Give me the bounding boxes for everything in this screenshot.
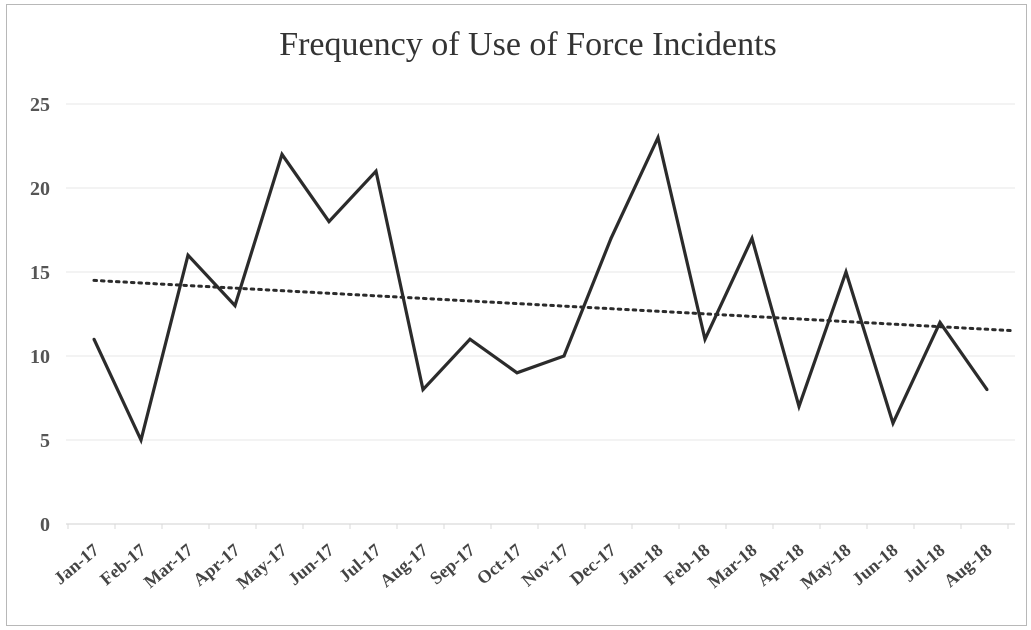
data-point [327, 220, 331, 224]
x-tick-label: Sep-17 [426, 540, 479, 589]
trendline-group [92, 278, 1017, 333]
data-point [280, 152, 284, 156]
x-tick-label: Feb-18 [660, 540, 713, 589]
trendline [92, 278, 1017, 333]
data-point [515, 371, 519, 375]
y-tick-label: 20 [30, 178, 50, 200]
y-tick-label: 0 [40, 514, 50, 536]
chart-title: Frequency of Use of Force Incidents [279, 26, 777, 63]
data-point [562, 354, 566, 358]
x-axis-ticks: Jan-17Feb-17Mar-17Apr-17May-17Jun-17Jul-… [50, 540, 996, 593]
data-point [891, 421, 895, 425]
x-tick-label: Jul-17 [335, 540, 385, 586]
y-tick-label: 15 [30, 262, 50, 284]
data-point [844, 270, 848, 274]
x-tick-label: Mar-17 [140, 540, 197, 592]
data-point [186, 253, 190, 257]
x-tick-label: May-17 [233, 540, 291, 593]
data-point [233, 304, 237, 308]
x-tick-label: Jan-18 [614, 540, 667, 589]
data-point [374, 169, 378, 173]
x-tick-label: Jan-17 [50, 540, 103, 589]
y-tick-label: 10 [30, 346, 50, 368]
data-point [985, 388, 989, 392]
x-tick-label: May-18 [797, 540, 855, 593]
data-point [609, 236, 613, 240]
x-tick-label: Jul-18 [899, 540, 949, 586]
data-point [92, 337, 96, 341]
x-tick-label: Feb-17 [96, 540, 149, 589]
y-axis-ticks: 0 5 10 15 20 25 [30, 94, 50, 536]
x-tick-label: Oct-17 [473, 540, 526, 589]
series-line [92, 132, 989, 445]
data-point [468, 337, 472, 341]
data-point [139, 438, 143, 442]
x-tick-label: Jun-18 [848, 540, 901, 589]
y-tick-label: 25 [30, 94, 50, 116]
data-point [703, 337, 707, 341]
x-tick-label: Nov-17 [518, 540, 573, 591]
data-point [938, 320, 942, 324]
data-point [750, 236, 754, 240]
x-tick-label: Mar-18 [704, 540, 761, 592]
data-point [797, 404, 801, 408]
data-point [656, 136, 660, 140]
x-tick-label: Aug-17 [376, 540, 432, 591]
chart-frame [6, 4, 1027, 626]
data-point [421, 388, 425, 392]
x-tick-label: Dec-17 [566, 540, 619, 589]
y-tick-label: 5 [40, 430, 50, 452]
gridlines [66, 103, 1015, 441]
x-tick-label: Aug-18 [940, 540, 996, 591]
x-tick-label: Jun-17 [284, 540, 337, 589]
x-axis [66, 523, 1015, 529]
series-group [92, 132, 989, 445]
